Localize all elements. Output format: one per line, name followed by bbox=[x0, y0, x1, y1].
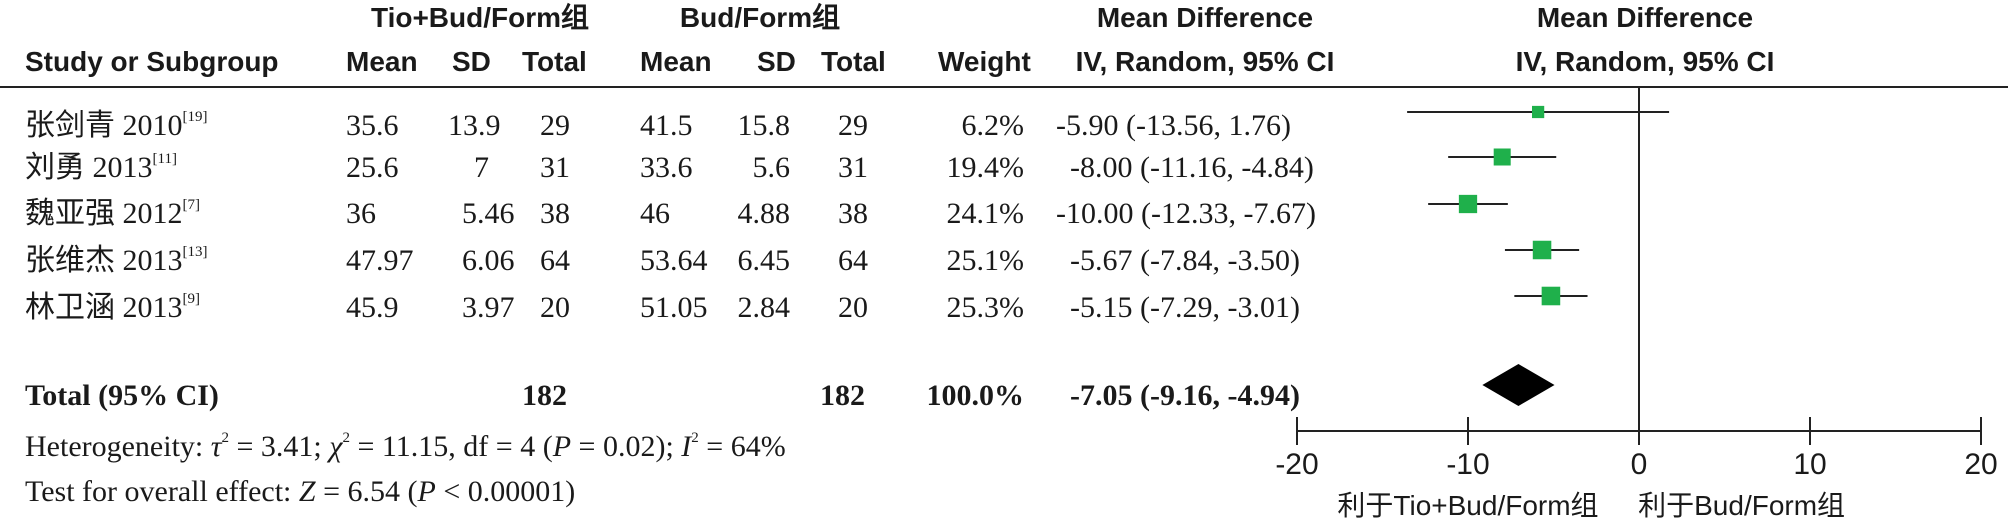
study-name: 张维杰 2013[13] bbox=[25, 244, 208, 277]
favours-right-label: 利于Bud/Form组 bbox=[1638, 490, 1845, 521]
sd2-cell: 15.8 bbox=[737, 109, 791, 142]
x-tick-label: 20 bbox=[1964, 448, 1997, 481]
mean1-cell: 47.97 bbox=[346, 244, 414, 277]
total2-cell: 31 bbox=[838, 151, 868, 184]
ci-cell: -10.00 (-12.33, -7.67) bbox=[1056, 197, 1316, 230]
weight-cell: 25.1% bbox=[946, 244, 1025, 277]
weight-cell: 24.1% bbox=[946, 197, 1025, 230]
sd2-cell: 4.88 bbox=[737, 197, 791, 230]
study-column-header: Study or Subgroup bbox=[25, 46, 279, 77]
plot-method-header: IV, Random, 95% CI bbox=[1515, 46, 1775, 77]
x-tick-label: 0 bbox=[1631, 448, 1648, 481]
sd2-cell: 6.45 bbox=[737, 244, 791, 277]
x-tick-label: -10 bbox=[1446, 448, 1489, 481]
x-tick-label: 10 bbox=[1793, 448, 1826, 481]
total1-cell: 29 bbox=[540, 109, 570, 142]
total-ci: -7.05 (-9.16, -4.94) bbox=[1070, 379, 1300, 412]
weight-header: Weight bbox=[938, 46, 1031, 77]
study-effect-marker bbox=[1532, 240, 1552, 260]
weight-cell: 25.3% bbox=[946, 291, 1025, 324]
sd2-cell: 2.84 bbox=[737, 291, 791, 324]
mean2-cell: 33.6 bbox=[640, 151, 693, 184]
ci-cell: -5.90 (-13.56, 1.76) bbox=[1056, 109, 1291, 142]
total1-cell: 38 bbox=[540, 197, 570, 230]
heterogeneity-text: Heterogeneity: τ2 = 3.41; χ2 = 11.15, df… bbox=[25, 430, 786, 463]
mean2-header: Mean bbox=[640, 46, 712, 77]
sd1-cell: 5.46 bbox=[462, 197, 515, 230]
sd2-cell: 5.6 bbox=[752, 151, 791, 184]
plot-title: Mean Difference bbox=[1536, 2, 1754, 33]
total2-header: Total bbox=[821, 46, 886, 77]
total2-cell: 29 bbox=[838, 109, 868, 142]
study-effect-marker bbox=[1458, 194, 1478, 214]
mean2-cell: 53.64 bbox=[640, 244, 708, 277]
study-name: 刘勇 2013[11] bbox=[25, 151, 177, 184]
study-name: 魏亚强 2012[7] bbox=[25, 197, 200, 230]
mean1-header: Mean bbox=[346, 46, 418, 77]
mean1-cell: 36 bbox=[346, 197, 376, 230]
group1-title: Tio+Bud/Form组 bbox=[370, 2, 590, 33]
mean2-cell: 46 bbox=[640, 197, 670, 230]
md-method-header: IV, Random, 95% CI bbox=[1075, 46, 1335, 77]
overall-effect-text: Test for overall effect: Z = 6.54 (P < 0… bbox=[25, 475, 576, 508]
ci-cell: -8.00 (-11.16, -4.84) bbox=[1070, 151, 1314, 184]
mean1-cell: 25.6 bbox=[346, 151, 399, 184]
total-weight: 100.0% bbox=[926, 379, 1025, 412]
mean1-cell: 35.6 bbox=[346, 109, 399, 142]
md-title: Mean Difference bbox=[1096, 2, 1314, 33]
total1-cell: 20 bbox=[540, 291, 570, 324]
total1-cell: 64 bbox=[540, 244, 570, 277]
total1-header: Total bbox=[522, 46, 587, 77]
total1-sum: 182 bbox=[522, 379, 567, 412]
sd1-header: SD bbox=[452, 46, 491, 77]
mean2-cell: 51.05 bbox=[640, 291, 708, 324]
pooled-effect-diamond bbox=[1482, 364, 1555, 406]
header-rule bbox=[0, 86, 2008, 88]
sd2-header: SD bbox=[757, 46, 796, 77]
study-name: 张剑青 2010[19] bbox=[25, 109, 208, 142]
sd1-cell: 7 bbox=[474, 151, 489, 184]
total2-cell: 64 bbox=[838, 244, 868, 277]
study-effect-marker bbox=[1493, 148, 1511, 166]
weight-cell: 19.4% bbox=[946, 151, 1025, 184]
total1-cell: 31 bbox=[540, 151, 570, 184]
favours-left-label: 利于Tio+Bud/Form组 bbox=[1337, 490, 1598, 521]
total2-cell: 38 bbox=[838, 197, 868, 230]
sd1-cell: 13.9 bbox=[448, 109, 501, 142]
total-label: Total (95% CI) bbox=[25, 379, 219, 412]
study-name: 林卫涵 2013[9] bbox=[25, 291, 200, 324]
ci-cell: -5.15 (-7.29, -3.01) bbox=[1070, 291, 1300, 324]
total2-sum: 182 bbox=[820, 379, 865, 412]
total2-cell: 20 bbox=[838, 291, 868, 324]
mean2-cell: 41.5 bbox=[640, 109, 693, 142]
sd1-cell: 6.06 bbox=[462, 244, 515, 277]
x-tick-label: -20 bbox=[1275, 448, 1318, 481]
study-effect-marker bbox=[1541, 286, 1561, 306]
ci-cell: -5.67 (-7.84, -3.50) bbox=[1070, 244, 1300, 277]
group2-title: Bud/Form组 bbox=[679, 2, 841, 33]
weight-cell: 6.2% bbox=[961, 109, 1025, 142]
mean1-cell: 45.9 bbox=[346, 291, 399, 324]
sd1-cell: 3.97 bbox=[462, 291, 515, 324]
study-effect-marker bbox=[1531, 105, 1545, 119]
